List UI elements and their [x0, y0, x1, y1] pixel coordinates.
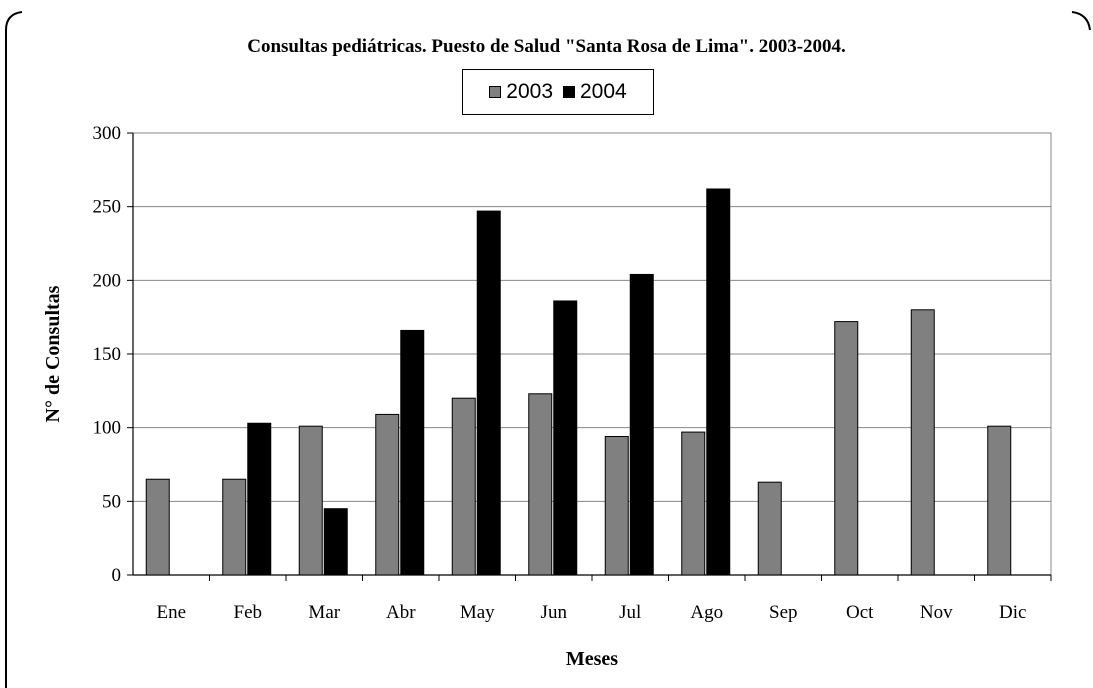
y-tick-label: 250: [93, 197, 122, 218]
bar-2004-abr: [400, 329, 425, 576]
x-tick-label: Sep: [769, 602, 798, 623]
bar-2003-nov: [910, 309, 935, 576]
y-axis-title: N° de Consultas: [42, 285, 64, 422]
x-tick-label: Ene: [156, 602, 186, 623]
bar-2004-ago: [706, 188, 731, 576]
x-tick-label: Feb: [234, 602, 263, 623]
bar-2003-feb: [222, 478, 247, 576]
bar-2004-jul: [629, 273, 654, 576]
y-tick-label: 300: [93, 123, 122, 144]
x-tick-label: Dic: [999, 602, 1026, 623]
y-tick-label: 100: [93, 418, 122, 439]
x-tick-label: Jun: [541, 602, 568, 623]
bar-2004-mar: [323, 508, 348, 576]
y-tick-label: 50: [102, 491, 121, 512]
bar-2003-jun: [528, 393, 553, 576]
bar-2004-jun: [553, 300, 578, 576]
x-tick-label: Oct: [846, 602, 874, 623]
bar-2003-mar: [298, 425, 323, 576]
bar-2003-dic: [987, 425, 1012, 576]
y-tick-label: 0: [112, 565, 122, 586]
x-tick-label: Mar: [308, 602, 340, 623]
x-tick-label: Ago: [690, 602, 723, 623]
legend-swatch-2004: [563, 86, 575, 98]
legend: 2003 2004: [462, 69, 654, 115]
legend-item-2004: 2004: [563, 80, 627, 104]
y-tick-label: 200: [93, 270, 122, 291]
x-axis-title: Meses: [566, 648, 618, 670]
legend-item-2003: 2003: [489, 80, 553, 104]
bar-2004-feb: [247, 422, 272, 576]
x-tick-label: Abr: [386, 602, 416, 623]
bar-2003-oct: [834, 321, 859, 576]
bar-2003-sep: [757, 481, 782, 576]
legend-swatch-2003: [489, 86, 502, 98]
x-tick-label: Jul: [619, 602, 641, 623]
chart-title: Consultas pediátricas. Puesto de Salud "…: [247, 36, 846, 57]
bar-2004-may: [476, 210, 501, 576]
bar-2003-ago: [681, 431, 706, 576]
legend-label-2003: 2003: [506, 80, 553, 103]
bar-2003-abr: [375, 413, 400, 576]
x-tick-label: Nov: [920, 602, 953, 623]
bar-2003-may: [451, 397, 476, 576]
y-tick-label: 150: [93, 344, 122, 365]
legend-label-2004: 2004: [580, 80, 627, 103]
x-tick-label: May: [460, 602, 495, 623]
bar-2003-ene: [145, 478, 170, 576]
bar-2003-jul: [604, 436, 629, 576]
